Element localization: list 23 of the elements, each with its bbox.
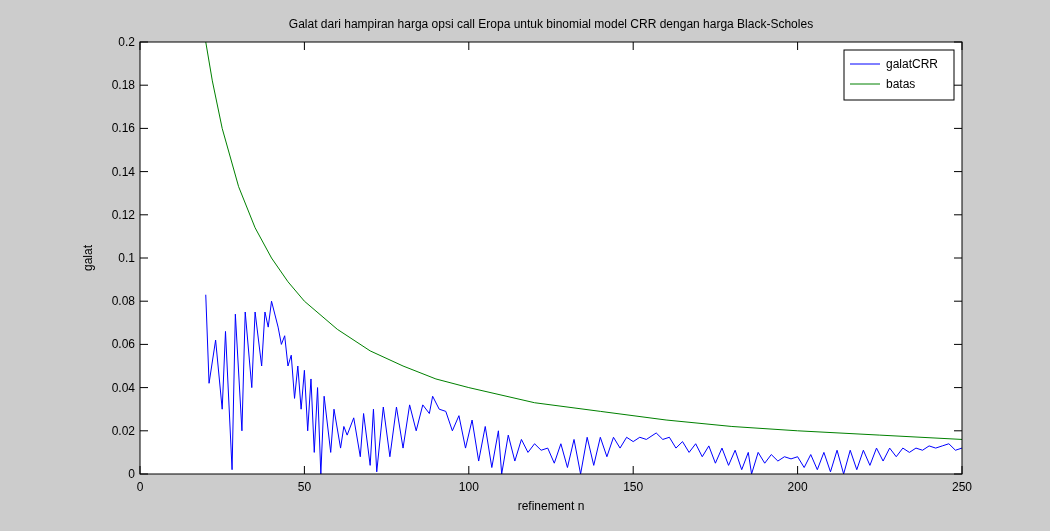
y-axis-title: galat: [81, 244, 95, 272]
x-tick-label: 200: [787, 480, 808, 494]
y-tick-label: 0.14: [111, 164, 136, 179]
legend-label: batas: [886, 77, 916, 91]
line-series: [205, 294, 962, 474]
y-tick-label: 0: [128, 467, 136, 481]
y-tick-label: 0.04: [111, 380, 136, 395]
y-tick-label: 0.12: [111, 207, 136, 222]
x-tick-label: 150: [623, 480, 644, 494]
x-tick-label: 100: [458, 480, 480, 494]
y-tick-label: 0.16: [111, 121, 136, 136]
y-tick-label: 0.06: [111, 337, 136, 352]
x-tick-label: 250: [951, 480, 973, 494]
y-tick-label: 0.08: [111, 294, 136, 309]
y-tick-label: 0.2: [118, 35, 136, 49]
y-tick-label: 0.1: [118, 251, 136, 265]
legend-label: galatCRR: [886, 57, 939, 71]
x-axis-title: refinement n: [517, 499, 585, 513]
line-series: [205, 42, 962, 440]
y-tick-label: 0.02: [111, 423, 136, 438]
chart-title: Galat dari hampiran harga opsi call Eropa untuk binomial model CRR dengan harga Black-Scholes: [288, 17, 814, 31]
x-tick-label: 50: [297, 480, 312, 494]
y-tick-label: 0.18: [111, 78, 136, 93]
